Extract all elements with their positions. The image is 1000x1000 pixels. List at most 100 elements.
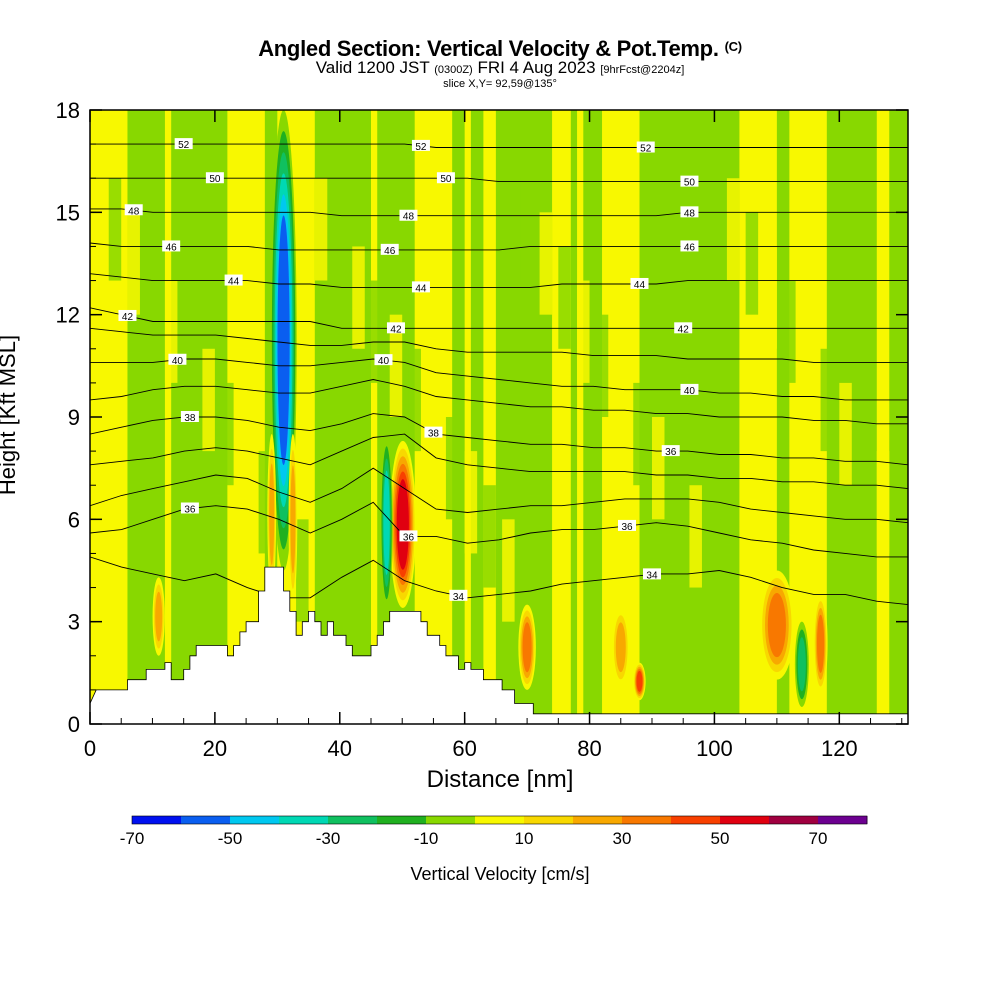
y-tick-label: 3 bbox=[68, 610, 80, 635]
field-column bbox=[114, 110, 122, 724]
field-patch bbox=[164, 280, 178, 383]
chart-subtitle: Valid 1200 JST (0300Z) FRI 4 Aug 2023 [9… bbox=[0, 58, 1000, 78]
contour-label: 40 bbox=[378, 356, 390, 367]
field-column bbox=[252, 110, 260, 724]
contour-label: 50 bbox=[684, 178, 696, 189]
contour-label-bg bbox=[436, 172, 455, 184]
field-patch bbox=[408, 348, 421, 452]
colorbar-title: Vertical Velocity [cm/s] bbox=[410, 864, 590, 884]
theta-contour-line bbox=[90, 208, 908, 217]
field-patch bbox=[726, 178, 740, 281]
field-column bbox=[870, 110, 878, 724]
colorbar-swatch bbox=[475, 816, 525, 824]
contour-label: 40 bbox=[172, 356, 184, 367]
contour-label: 42 bbox=[678, 324, 690, 335]
field-patch bbox=[202, 348, 215, 452]
contour-label: 52 bbox=[640, 144, 652, 155]
contour-label: 46 bbox=[384, 246, 396, 257]
field-column bbox=[795, 110, 803, 724]
x-tick-label: 100 bbox=[696, 736, 733, 761]
field-column bbox=[676, 110, 684, 724]
colorbar-swatch bbox=[622, 816, 672, 824]
field-column bbox=[308, 110, 316, 724]
field-column bbox=[171, 110, 179, 724]
contour-label-bg bbox=[180, 411, 199, 422]
field-patch bbox=[858, 417, 871, 520]
velocity-cell bbox=[290, 465, 296, 574]
field-column bbox=[583, 110, 591, 724]
contour-label-bg bbox=[411, 139, 430, 151]
velocity-cell bbox=[816, 614, 825, 673]
field-patch bbox=[670, 451, 684, 554]
x-tick-label: 120 bbox=[821, 736, 858, 761]
x-tick-label: 80 bbox=[577, 736, 601, 761]
field-column bbox=[327, 110, 335, 724]
contour-label-bg bbox=[386, 322, 405, 334]
field-column bbox=[489, 110, 497, 724]
field-column bbox=[645, 110, 653, 724]
theta-contour-line bbox=[90, 327, 908, 363]
theta-contour-line bbox=[90, 177, 908, 183]
field-patch bbox=[651, 417, 665, 520]
subtitle-forecast: [9hrFcst@2204z] bbox=[600, 64, 685, 76]
colorbar-swatch bbox=[573, 816, 623, 824]
velocity-cell bbox=[522, 622, 532, 673]
field-column bbox=[608, 110, 616, 724]
field-column bbox=[670, 110, 678, 724]
contour-label-bg bbox=[411, 281, 430, 293]
contour-label: 50 bbox=[209, 174, 221, 185]
colorbar-tick-label: -30 bbox=[316, 829, 341, 848]
colorbar-swatch bbox=[181, 816, 231, 824]
contour-label: 46 bbox=[166, 242, 178, 253]
field-patch bbox=[577, 280, 590, 383]
field-column bbox=[402, 110, 410, 724]
contour-label: 34 bbox=[453, 592, 465, 603]
field-patch bbox=[708, 519, 721, 622]
x-tick-label: 20 bbox=[203, 736, 227, 761]
theta-contours bbox=[90, 143, 908, 606]
field-column bbox=[502, 110, 509, 724]
y-tick-label: 0 bbox=[68, 712, 80, 737]
y-axis-label: Height [Kft MSL] bbox=[0, 334, 20, 496]
field-column bbox=[545, 110, 553, 724]
field-column bbox=[564, 110, 572, 724]
field-column bbox=[383, 110, 391, 724]
field-patch bbox=[764, 246, 777, 349]
field-column bbox=[346, 110, 353, 724]
contour-labels: 34 34 36 36 36 38 38 36 40 40 40 42 42 42 44 44 44 46 46 46… bbox=[118, 138, 699, 603]
field-column bbox=[539, 110, 547, 724]
y-tick-label: 12 bbox=[56, 303, 80, 328]
field-patch bbox=[820, 348, 834, 452]
contour-label-bg bbox=[399, 530, 418, 542]
contour-label: 46 bbox=[684, 242, 696, 253]
field-patch bbox=[464, 451, 478, 554]
velocity-cell bbox=[615, 622, 626, 673]
field-column bbox=[164, 110, 172, 724]
field-column bbox=[352, 110, 360, 724]
field-column bbox=[458, 110, 466, 724]
velocity-cell bbox=[767, 593, 786, 658]
velocity-cell bbox=[155, 591, 163, 642]
colorbar-swatch bbox=[328, 816, 378, 824]
x-tick-label: 0 bbox=[84, 736, 96, 761]
field-column bbox=[264, 110, 272, 724]
field-column bbox=[314, 110, 322, 724]
field-column bbox=[851, 110, 859, 724]
field-patch bbox=[689, 485, 702, 588]
contour-label-bg bbox=[661, 445, 680, 457]
colorbar-tick-label: 50 bbox=[711, 829, 730, 848]
y-tick-label: 15 bbox=[56, 200, 80, 225]
colorbar-swatch bbox=[720, 816, 770, 824]
field-column bbox=[483, 110, 491, 724]
chart-title: Angled Section: Vertical Velocity & Pot.… bbox=[0, 36, 1000, 62]
contour-label: 44 bbox=[228, 277, 240, 288]
field-column bbox=[370, 110, 378, 724]
field-patch bbox=[801, 314, 815, 417]
field-column bbox=[701, 110, 709, 724]
field-patch bbox=[895, 485, 908, 588]
contour-label-bg bbox=[399, 209, 418, 221]
field-column bbox=[514, 110, 522, 724]
contour-label: 36 bbox=[665, 447, 677, 458]
contour-label-bg bbox=[124, 204, 143, 216]
contour-label: 34 bbox=[646, 570, 658, 581]
